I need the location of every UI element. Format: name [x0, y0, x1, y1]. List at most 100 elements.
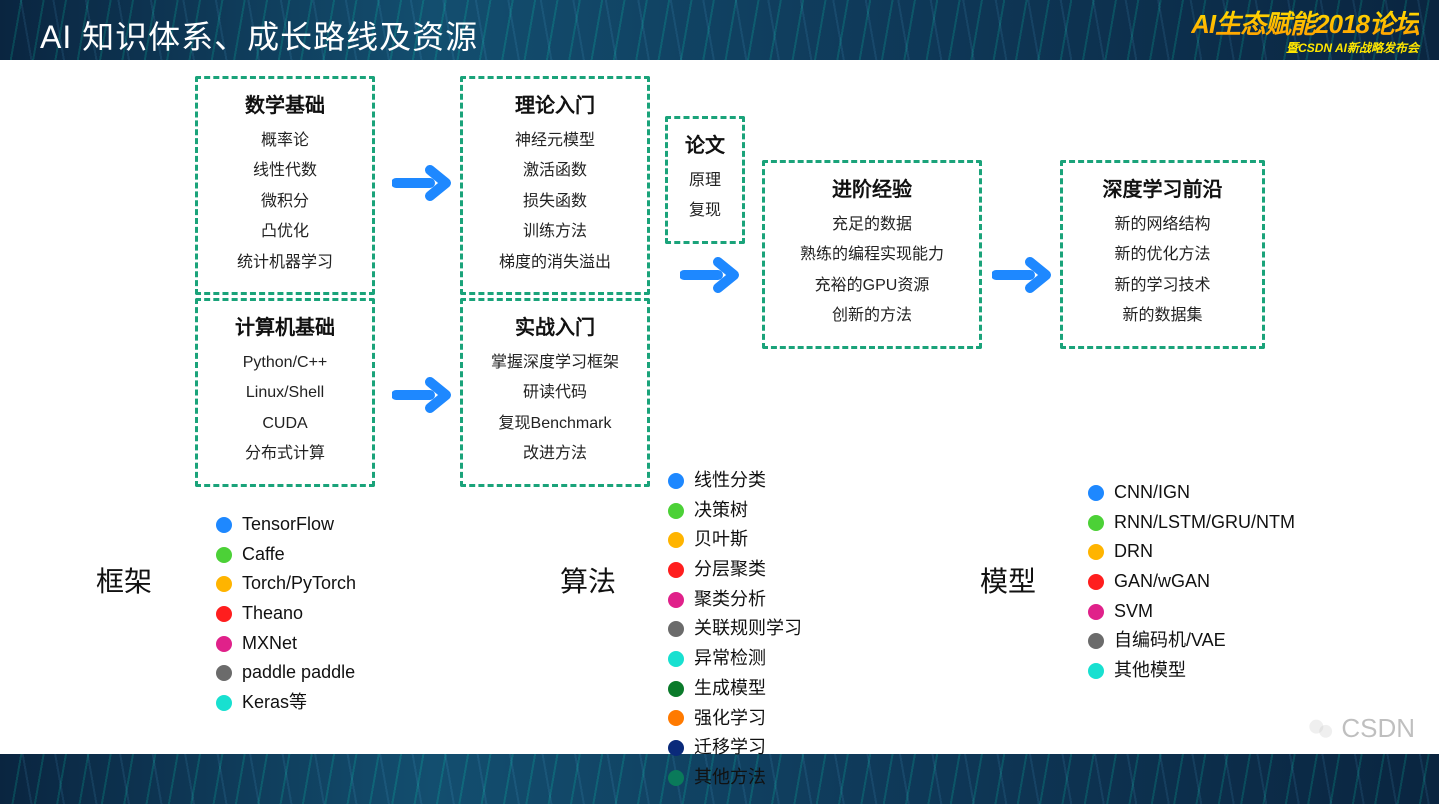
box-item: 线性代数 [212, 156, 358, 186]
bullet-icon [668, 740, 684, 756]
category-label-models: 模型 [980, 560, 1036, 600]
box-item: 凸优化 [212, 217, 358, 247]
box-item: 损失函数 [477, 187, 633, 217]
list-item: 贝叶斯 [668, 525, 802, 555]
csdn-watermark: CSDN [1307, 713, 1415, 744]
box-title: 理论入门 [477, 89, 633, 118]
category-list-models: CNN/IGNRNN/LSTM/GRU/NTMDRNGAN/wGANSVM自编码… [1088, 478, 1295, 686]
list-item-label: SVM [1114, 597, 1153, 627]
box-item: 新的学习技术 [1077, 271, 1248, 301]
box-practice: 实战入门掌握深度学习框架研读代码复现Benchmark改进方法 [460, 298, 650, 487]
list-item: 聚类分析 [668, 585, 802, 615]
bullet-icon [216, 665, 232, 681]
box-item: 分布式计算 [212, 439, 358, 469]
list-item: 异常检测 [668, 644, 802, 674]
bullet-icon [1088, 485, 1104, 501]
list-item-label: 其他方法 [694, 763, 766, 793]
list-item-label: 贝叶斯 [694, 525, 748, 555]
list-item: 其他模型 [1088, 656, 1295, 686]
category-label-algorithms: 算法 [560, 560, 616, 600]
list-item: 迁移学习 [668, 733, 802, 763]
bullet-icon [1088, 515, 1104, 531]
list-item-label: 聚类分析 [694, 585, 766, 615]
box-cs: 计算机基础Python/C++Linux/ShellCUDA分布式计算 [195, 298, 375, 487]
bullet-icon [668, 681, 684, 697]
box-title: 进阶经验 [779, 173, 965, 202]
list-item-label: MXNet [242, 629, 297, 659]
bullet-icon [668, 473, 684, 489]
list-item-label: paddle paddle [242, 658, 355, 688]
bullet-icon [668, 562, 684, 578]
bullet-icon [1088, 633, 1104, 649]
bullet-icon [1088, 663, 1104, 679]
box-title: 论文 [682, 129, 728, 158]
list-item: 生成模型 [668, 674, 802, 704]
box-paper: 论文原理复现 [665, 116, 745, 244]
box-item: 改进方法 [477, 439, 633, 469]
list-item-label: 决策树 [694, 496, 748, 526]
list-item: 强化学习 [668, 704, 802, 734]
arrow-right-icon [992, 252, 1052, 298]
wechat-icon [1307, 715, 1335, 743]
list-item: CNN/IGN [1088, 478, 1295, 508]
event-logo: AI生态赋能2018论坛 暨CSDN AI新战略发布会 [1191, 4, 1419, 56]
arrow-right-icon [392, 372, 452, 418]
list-item: 其他方法 [668, 763, 802, 793]
box-item: 神经元模型 [477, 126, 633, 156]
list-item: 自编码机/VAE [1088, 626, 1295, 656]
list-item-label: 异常检测 [694, 644, 766, 674]
list-item-label: CNN/IGN [1114, 478, 1190, 508]
box-item: Python/C++ [212, 348, 358, 378]
list-item-label: 强化学习 [694, 704, 766, 734]
box-item: 微积分 [212, 187, 358, 217]
list-item: 决策树 [668, 496, 802, 526]
category-label-frameworks: 框架 [96, 560, 152, 600]
box-advance: 进阶经验充足的数据熟练的编程实现能力充裕的GPU资源创新的方法 [762, 160, 982, 349]
box-item: Linux/Shell [212, 378, 358, 408]
bullet-icon [668, 503, 684, 519]
box-item: 原理 [682, 166, 728, 196]
bullet-icon [1088, 544, 1104, 560]
box-title: 数学基础 [212, 89, 358, 118]
box-frontier: 深度学习前沿新的网络结构新的优化方法新的学习技术新的数据集 [1060, 160, 1265, 349]
box-item: 新的网络结构 [1077, 210, 1248, 240]
list-item-label: Theano [242, 599, 303, 629]
bullet-icon [216, 636, 232, 652]
box-item: 训练方法 [477, 217, 633, 247]
box-title: 计算机基础 [212, 311, 358, 340]
list-item: GAN/wGAN [1088, 567, 1295, 597]
bullet-icon [668, 592, 684, 608]
box-item: 复现Benchmark [477, 409, 633, 439]
arrow-right-icon [392, 160, 452, 206]
list-item-label: 生成模型 [694, 674, 766, 704]
bullet-icon [668, 621, 684, 637]
bullet-icon [216, 547, 232, 563]
bullet-icon [216, 576, 232, 592]
box-item: 新的优化方法 [1077, 240, 1248, 270]
logo-main: AI生态赋能2018论坛 [1191, 4, 1419, 41]
bullet-icon [668, 710, 684, 726]
bullet-icon [668, 532, 684, 548]
list-item: Keras等 [216, 688, 356, 718]
list-item: paddle paddle [216, 658, 356, 688]
list-item-label: Torch/PyTorch [242, 569, 356, 599]
list-item: 分层聚类 [668, 555, 802, 585]
list-item-label: 自编码机/VAE [1114, 626, 1226, 656]
category-list-algorithms: 线性分类决策树贝叶斯分层聚类聚类分析关联规则学习异常检测生成模型强化学习迁移学习… [668, 466, 802, 793]
bullet-icon [216, 606, 232, 622]
box-item: 激活函数 [477, 156, 633, 186]
box-item: 研读代码 [477, 378, 633, 408]
list-item-label: Caffe [242, 540, 285, 570]
bullet-icon [216, 517, 232, 533]
list-item: 线性分类 [668, 466, 802, 496]
box-math: 数学基础概率论线性代数微积分凸优化统计机器学习 [195, 76, 375, 295]
box-title: 深度学习前沿 [1077, 173, 1248, 202]
box-item: 复现 [682, 196, 728, 226]
list-item-label: 其他模型 [1114, 656, 1186, 686]
list-item: TensorFlow [216, 510, 356, 540]
watermark-text: CSDN [1341, 713, 1415, 744]
logo-sub: 暨CSDN AI新战略发布会 [1191, 39, 1419, 56]
box-item: 掌握深度学习框架 [477, 348, 633, 378]
list-item: Theano [216, 599, 356, 629]
box-item: 梯度的消失溢出 [477, 248, 633, 278]
